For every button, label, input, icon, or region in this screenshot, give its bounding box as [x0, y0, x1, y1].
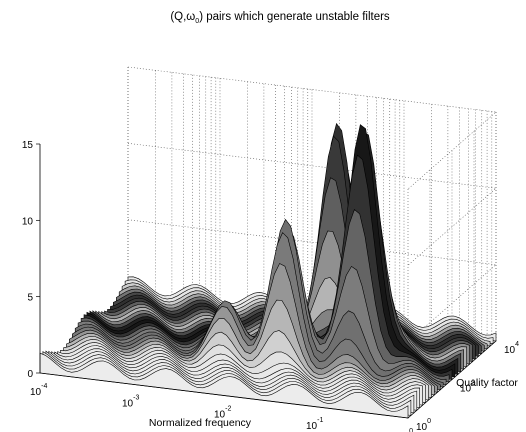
- x-tick-label: 10-3: [122, 394, 139, 409]
- grid-line: [127, 219, 497, 342]
- chart-title: (Q,ω0) pairs which generate unstable fil…: [170, 11, 390, 25]
- grid-lines: [39, 66, 497, 419]
- z-tick-label: 0: [27, 369, 33, 380]
- y-axis-label: Quality factor: [456, 377, 518, 389]
- x-tick-label: 10-4: [30, 383, 47, 398]
- surface: [39, 122, 497, 419]
- tick-labels: 0 5 10 15 10-4 10-3 10-2 10-1 100100 102 104: [22, 140, 519, 432]
- surface-ribbon: [69, 263, 438, 393]
- y-tick-label: 100: [416, 418, 431, 432]
- x-tick-label: 100: [398, 428, 413, 432]
- z-tick-label: 10: [22, 216, 34, 227]
- axis-line: [39, 340, 497, 419]
- x-tick-label: 10-2: [214, 406, 231, 421]
- grid-line: [127, 143, 497, 266]
- y-tick-label: 102: [460, 380, 475, 395]
- z-tick-label: 15: [22, 140, 34, 151]
- x-tick-label: 10-1: [306, 417, 323, 432]
- surface-ribbon: [39, 352, 409, 419]
- axes: [36, 143, 497, 419]
- z-tick-label: 5: [27, 293, 33, 304]
- grid-line: [127, 66, 497, 190]
- y-tick-label: 104: [504, 341, 519, 356]
- x-axis-label: Normalized frequency: [149, 417, 252, 429]
